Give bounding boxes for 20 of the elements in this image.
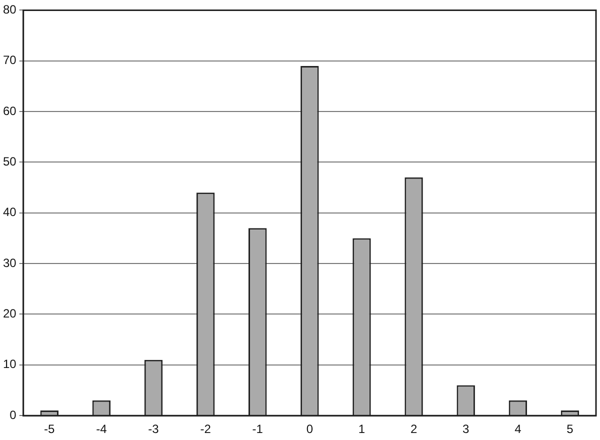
y-tick-label: 10 (2, 357, 17, 372)
y-tick-label: 30 (2, 256, 17, 270)
x-tick-label: -2 (200, 422, 212, 436)
y-tick-label: 20 (2, 306, 17, 321)
x-tick-label: -5 (44, 422, 56, 436)
y-tick-label: 80 (2, 2, 17, 17)
x-tick-label: 4 (514, 422, 522, 436)
x-tick-label: -3 (148, 422, 160, 436)
y-tick-label: 0 (10, 408, 17, 422)
y-tick-label: 70 (2, 53, 17, 68)
x-tick-label: 5 (566, 422, 574, 436)
x-tick-label: 2 (410, 422, 418, 436)
x-tick-label: 0 (306, 422, 314, 436)
y-tick-label: 60 (2, 104, 17, 118)
x-tick-label: 1 (358, 422, 366, 436)
x-tick-label: 3 (462, 422, 470, 436)
y-tick-label: 40 (2, 205, 17, 220)
x-tick-label: -1 (252, 422, 264, 436)
x-tick-label: -4 (96, 422, 108, 436)
y-tick-label: 50 (2, 154, 17, 169)
